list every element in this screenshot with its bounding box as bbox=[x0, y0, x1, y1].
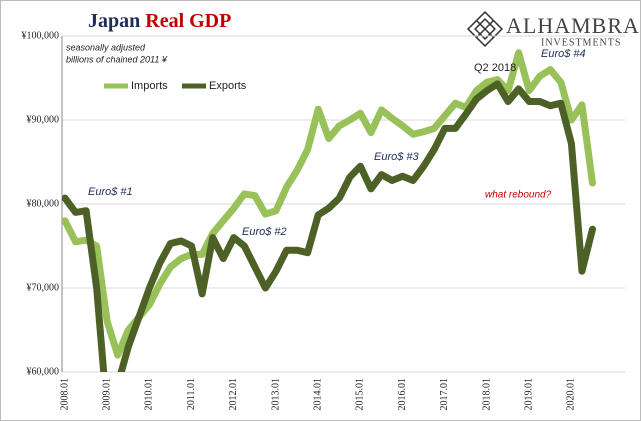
y-tick-label: ¥70,000 bbox=[27, 282, 60, 293]
y-tick-label: ¥100,000 bbox=[22, 30, 60, 41]
annotation: Euro$ #1 bbox=[88, 186, 133, 198]
logo-icon bbox=[466, 10, 504, 48]
plot-lines bbox=[62, 49, 596, 372]
x-tick-label: 2016.01 bbox=[397, 378, 408, 411]
x-tick-label: 2009.01 bbox=[101, 378, 112, 411]
x-tick-label: 2013.01 bbox=[270, 378, 281, 411]
x-tick-label: 2008.01 bbox=[59, 378, 70, 411]
title-part: Real GDP bbox=[145, 10, 231, 32]
subtitle: billions of chained 2011 ¥ bbox=[66, 54, 168, 64]
x-tick-label: 2014.01 bbox=[312, 378, 323, 411]
logo: ALHAMBRA INVESTMENTS bbox=[466, 10, 640, 48]
subtitle: seasonally adjusted bbox=[66, 42, 146, 52]
annotation: Euro$ #2 bbox=[242, 226, 287, 238]
logo-tagline: INVESTMENTS bbox=[541, 37, 621, 48]
x-tick-label: 2019.01 bbox=[523, 378, 534, 411]
y-tick-label: ¥90,000 bbox=[27, 114, 60, 125]
x-tick-label: 2015.01 bbox=[355, 378, 366, 411]
x-tick-label: 2010.01 bbox=[144, 378, 155, 411]
x-tick-label: 2011.01 bbox=[186, 378, 197, 410]
y-tick-label: ¥60,000 bbox=[27, 366, 60, 377]
annotation: Euro$ #3 bbox=[374, 151, 420, 163]
x-tick-label: 2012.01 bbox=[228, 378, 239, 411]
legend-label: Imports bbox=[131, 80, 168, 92]
annotation: Euro$ #4 bbox=[541, 48, 586, 60]
annotation: what rebound? bbox=[485, 190, 552, 201]
x-tick-label: 2020.01 bbox=[566, 378, 577, 411]
chart-title: Japan Real GDP bbox=[88, 10, 231, 32]
title-part: Japan bbox=[88, 10, 140, 32]
legend-label: Exports bbox=[209, 80, 247, 92]
series-line bbox=[62, 80, 596, 372]
logo-name: ALHAMBRA bbox=[506, 13, 640, 38]
annotation: Q2 2018 bbox=[474, 62, 516, 74]
y-tick-label: ¥80,000 bbox=[27, 198, 60, 209]
x-tick-label: 2018.01 bbox=[481, 378, 492, 411]
series-line bbox=[62, 49, 596, 359]
x-tick-label: 2017.01 bbox=[439, 378, 450, 411]
